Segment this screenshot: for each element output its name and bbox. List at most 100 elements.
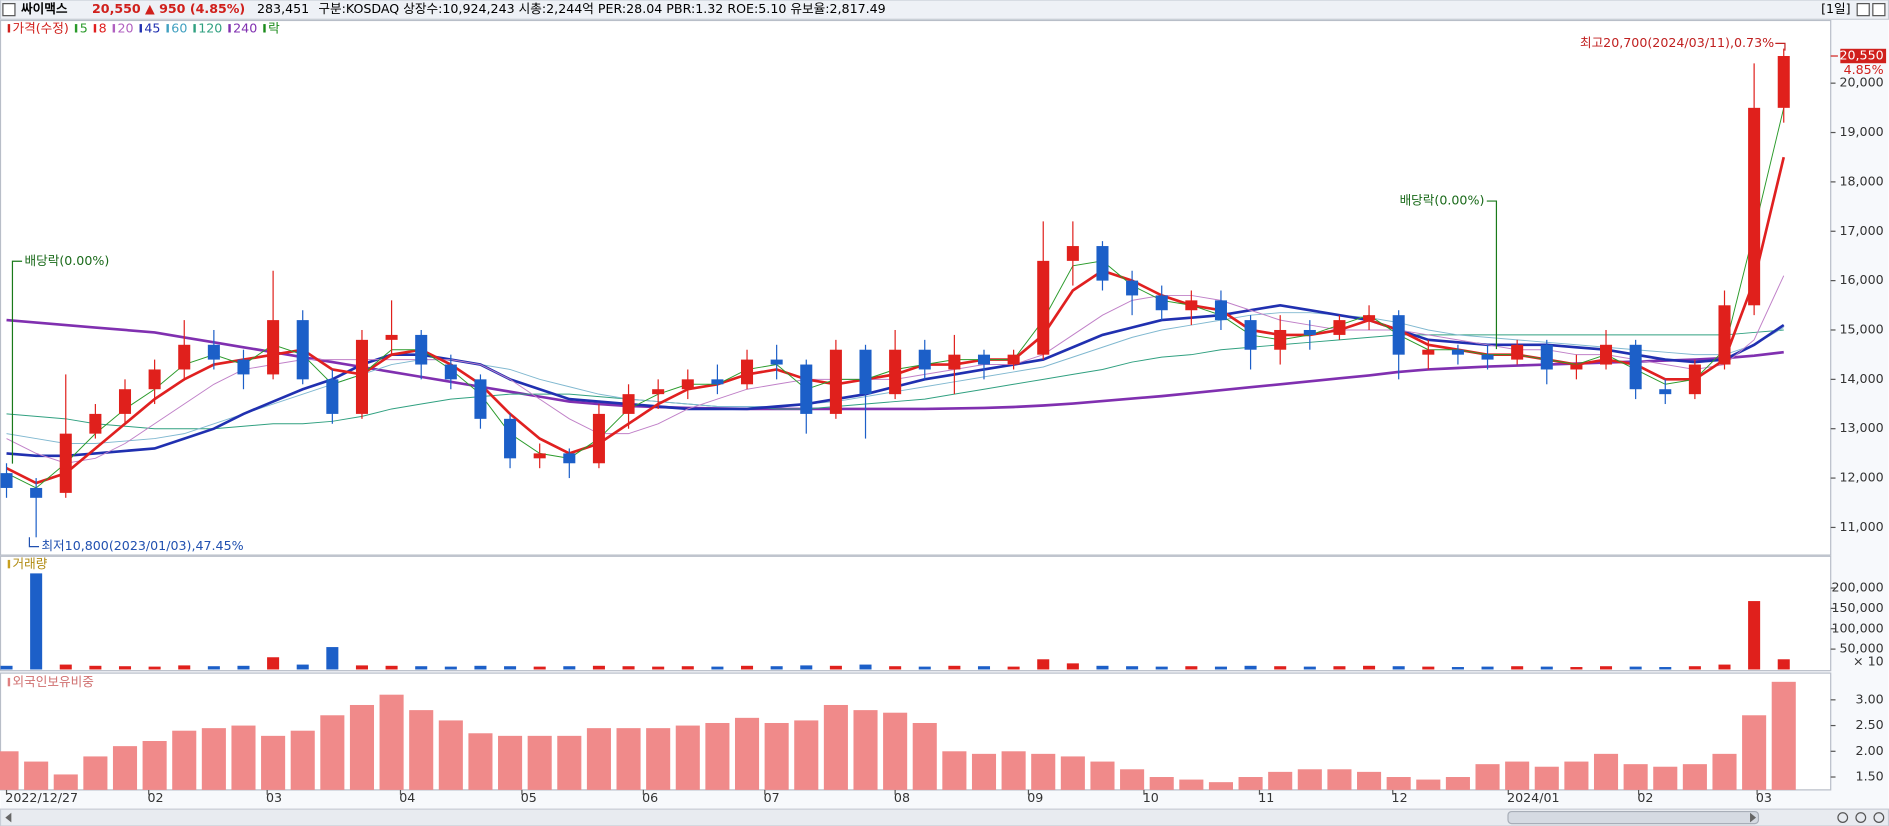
volume-bar — [118, 666, 132, 670]
volume-bar — [30, 573, 43, 670]
volume-panel — [0, 555, 1832, 672]
volume-bar — [770, 666, 783, 670]
volume-bar — [1155, 666, 1168, 670]
candle-body — [1422, 349, 1435, 355]
candle-body — [859, 349, 872, 395]
legend-swatch — [139, 24, 142, 33]
volume-bar — [800, 665, 813, 670]
foreign-bar — [764, 722, 789, 790]
x-tick-label: 06 — [642, 790, 658, 805]
legend-swatch — [228, 24, 231, 33]
foreign-bar — [379, 694, 404, 790]
stock-volume: 283,451 — [257, 1, 309, 16]
volume-bar — [1629, 666, 1642, 670]
moving-average — [6, 329, 1784, 430]
y-tick-label: 1.50 — [1856, 769, 1884, 784]
candle-body — [1481, 354, 1494, 360]
scroll-right[interactable] — [1750, 812, 1757, 823]
ex-dividend-line — [1486, 200, 1498, 350]
volume-bar — [59, 664, 72, 670]
candle-body — [207, 344, 220, 360]
x-tick-label: 02 — [147, 790, 163, 805]
ex-dividend-label: 배당락(0.00%) — [1400, 193, 1485, 208]
legend-swatch — [166, 24, 169, 33]
volume-bar — [1511, 666, 1524, 670]
volume-bar — [1570, 667, 1583, 670]
y-tick-label: 3.00 — [1856, 691, 1884, 706]
volume-bar — [385, 665, 398, 670]
volume-bar — [859, 664, 872, 670]
volume-bar — [0, 665, 13, 670]
foreign-bar — [1090, 761, 1115, 790]
candle-body — [1007, 354, 1020, 365]
legend-swatch — [112, 24, 116, 33]
volume-bar — [681, 666, 694, 670]
scroll-left[interactable] — [5, 812, 12, 823]
foreign-bar — [1031, 753, 1056, 790]
legend-swatch — [74, 24, 78, 33]
volume-bar — [533, 666, 546, 670]
unit-note: × 10 — [1853, 654, 1884, 669]
candle-body — [770, 359, 783, 365]
candle-body — [741, 359, 754, 385]
y-tick-label: 100,000 — [1831, 620, 1883, 635]
candle-body — [1718, 305, 1731, 365]
candle-body — [1244, 320, 1257, 350]
candle-body — [89, 413, 102, 434]
volume-bar — [237, 665, 250, 670]
close-button[interactable] — [1872, 3, 1886, 17]
volume-bar — [1718, 664, 1731, 670]
candle-body — [1096, 246, 1109, 281]
candle-body — [563, 453, 576, 464]
candle-body — [1066, 246, 1079, 261]
legend-label: 120 — [198, 20, 222, 35]
x-tick-label: 03 — [1756, 790, 1772, 805]
volume-bar — [1096, 665, 1109, 670]
volume-bar — [474, 665, 487, 670]
y-tick-label: 16,000 — [1839, 272, 1883, 287]
foreign-bar — [912, 722, 937, 790]
candle-body — [918, 349, 931, 370]
foreign-bar — [261, 735, 286, 790]
foreign-bar — [1120, 769, 1145, 790]
x-tick-label: 07 — [764, 790, 780, 805]
panel-title: 거래량 — [13, 556, 48, 571]
foreign-bar — [1653, 766, 1678, 790]
volume-bar — [1481, 666, 1494, 670]
period[interactable]: [1일] — [1821, 1, 1851, 16]
candle-body — [1274, 329, 1287, 350]
candle-body — [326, 379, 339, 414]
foreign-bar — [1742, 715, 1767, 790]
x-tick-label: 05 — [521, 790, 537, 805]
maximize-button[interactable] — [1856, 3, 1870, 17]
zoom-out[interactable] — [1837, 812, 1849, 823]
foreign-bar — [823, 704, 848, 790]
foreign-bar — [1149, 777, 1174, 790]
legend-label: 8 — [99, 20, 107, 35]
stock-info: 구분:KOSDAQ 상장수:10,924,243 시총:2,244억 PER:2… — [318, 1, 885, 16]
candle-body — [652, 389, 665, 395]
foreign-bar — [24, 761, 49, 790]
foreign-bar — [53, 774, 78, 790]
legend-label: 20 — [117, 20, 133, 35]
candle-body — [1629, 344, 1642, 390]
foreign-bar — [1386, 777, 1411, 790]
candle-body — [1570, 364, 1583, 370]
candle-body — [1333, 320, 1346, 335]
foreign-bar — [971, 753, 997, 790]
zoom-in[interactable] — [1855, 812, 1867, 823]
foreign-bar — [1416, 779, 1441, 790]
legend-swatch — [193, 24, 196, 33]
legend-label: 240 — [233, 20, 257, 35]
foreign-bar — [1505, 761, 1530, 790]
candle-body — [977, 354, 991, 365]
zoom-reset[interactable] — [1873, 812, 1885, 823]
candle-body — [1540, 344, 1553, 370]
volume-bar — [1748, 601, 1761, 670]
foreign-bar — [1593, 753, 1619, 790]
scroll-thumb[interactable] — [1507, 810, 1760, 825]
volume-bar — [1214, 666, 1227, 670]
candle-body — [1363, 315, 1376, 321]
price-panel — [0, 19, 1832, 556]
